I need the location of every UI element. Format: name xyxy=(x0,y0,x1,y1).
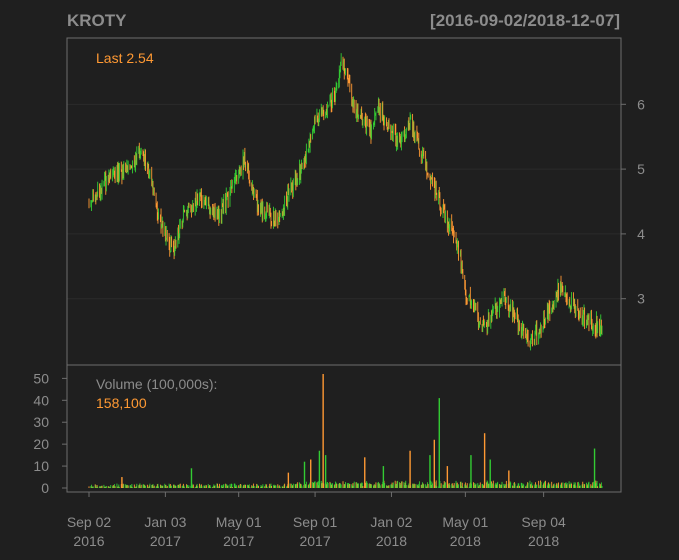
price-y-tick-label: 4 xyxy=(637,226,645,242)
price-y-tick-label: 6 xyxy=(637,96,645,112)
volume-bars xyxy=(88,374,603,488)
last-price-label: Last 2.54 xyxy=(96,50,154,66)
volume-last-value: 158,100 xyxy=(96,395,147,411)
chart-title: KROTY xyxy=(67,11,127,30)
x-tick-label: May 01 xyxy=(216,514,262,530)
x-tick-label: Jan 03 xyxy=(144,514,186,530)
volume-y-axis: 0 10 20 30 40 50 xyxy=(33,370,67,496)
x-tick-year: 2018 xyxy=(528,533,559,549)
price-y-tick-label: 5 xyxy=(637,161,645,177)
volume-y-tick-label: 0 xyxy=(41,480,49,496)
volume-y-tick-label: 40 xyxy=(33,392,49,408)
x-tick-year: 2017 xyxy=(223,533,254,549)
price-candles xyxy=(88,53,603,351)
x-tick-label: Jan 02 xyxy=(370,514,412,530)
x-tick-year: 2017 xyxy=(150,533,181,549)
price-y-axis: 3 4 5 6 xyxy=(621,96,645,307)
price-y-tick-label: 3 xyxy=(637,291,645,307)
x-tick-label: Sep 04 xyxy=(521,514,566,530)
volume-y-tick-label: 20 xyxy=(33,436,49,452)
volume-y-tick-label: 10 xyxy=(33,458,49,474)
volume-y-tick-label: 50 xyxy=(33,370,49,386)
x-axis: Sep 02 2016 Jan 03 2017 May 01 2017 Sep 01 2017… xyxy=(67,492,566,549)
x-tick-label: Sep 02 xyxy=(67,514,112,530)
x-tick-year: 2016 xyxy=(73,533,104,549)
x-tick-year: 2018 xyxy=(376,533,407,549)
price-grid xyxy=(67,103,621,300)
volume-y-tick-label: 30 xyxy=(33,414,49,430)
x-tick-year: 2018 xyxy=(450,533,481,549)
volume-label: Volume (100,000s): xyxy=(96,376,217,392)
x-tick-label: Sep 01 xyxy=(293,514,338,530)
x-tick-year: 2017 xyxy=(299,533,330,549)
volume-panel-frame xyxy=(66,364,622,493)
x-tick-label: May 01 xyxy=(442,514,488,530)
date-range-label: [2016-09-02/2018-12-07] xyxy=(430,11,620,30)
